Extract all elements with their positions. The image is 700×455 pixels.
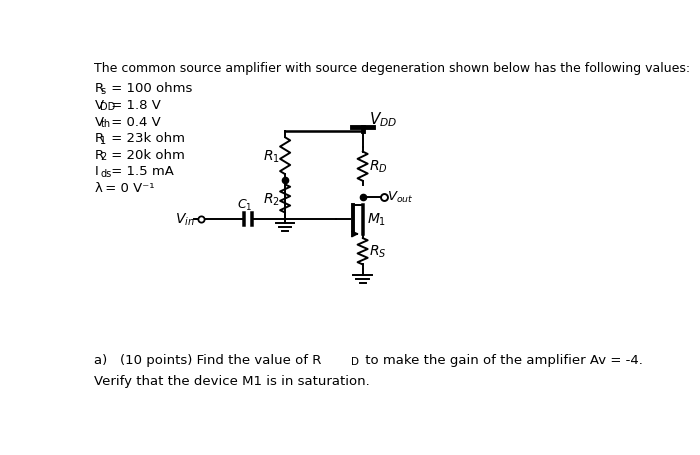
Text: $V_{out}$: $V_{out}$ [387,190,414,205]
Text: th: th [100,119,111,129]
Text: R: R [94,82,104,95]
Text: = 1.5 mA: = 1.5 mA [107,165,174,178]
Text: R: R [94,132,104,145]
Text: ds: ds [100,168,111,178]
Text: $M_1$: $M_1$ [368,212,386,228]
Text: R: R [94,148,104,162]
Text: = 23k ohm: = 23k ohm [107,132,185,145]
Text: Verify that the device M1 is in saturation.: Verify that the device M1 is in saturati… [94,374,370,387]
Text: = 1.8 V: = 1.8 V [107,99,161,112]
Text: = 0 V⁻¹: = 0 V⁻¹ [102,182,155,194]
Text: $V_{DD}$: $V_{DD}$ [369,111,397,129]
Text: $R_D$: $R_D$ [369,159,388,175]
Text: = 0.4 V: = 0.4 V [107,115,160,128]
Text: $R_S$: $R_S$ [369,243,386,260]
Text: V: V [94,115,104,128]
Text: λ: λ [94,182,102,194]
Text: = 20k ohm: = 20k ohm [107,148,185,162]
Text: DD: DD [100,102,116,112]
Text: a)   (10 points) Find the value of R: a) (10 points) Find the value of R [94,354,322,366]
Text: 2: 2 [100,152,106,162]
Text: The common source amplifier with source degeneration shown below has the followi: The common source amplifier with source … [94,61,691,75]
Text: $R_2$: $R_2$ [263,191,280,207]
Text: $R_1$: $R_1$ [263,148,280,165]
Text: s: s [100,86,106,96]
Text: 1: 1 [100,135,106,145]
Text: $C_1$: $C_1$ [237,198,253,213]
Text: to make the gain of the amplifier Av = -4.: to make the gain of the amplifier Av = -… [361,354,643,366]
Text: = 100 ohms: = 100 ohms [107,82,192,95]
Text: $V_{in}$: $V_{in}$ [175,212,195,228]
Text: I: I [94,165,98,178]
Text: V: V [94,99,104,112]
Text: D: D [351,357,359,367]
